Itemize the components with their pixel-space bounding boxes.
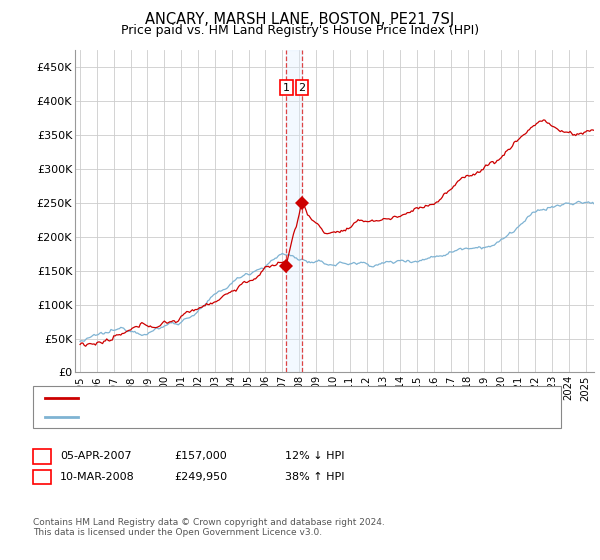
Text: ANCARY, MARSH LANE, BOSTON, PE21 7SJ: ANCARY, MARSH LANE, BOSTON, PE21 7SJ — [145, 12, 455, 27]
Text: 05-APR-2007: 05-APR-2007 — [60, 451, 131, 461]
Text: ANCARY, MARSH LANE, BOSTON, PE21 7SJ (detached house): ANCARY, MARSH LANE, BOSTON, PE21 7SJ (de… — [87, 393, 418, 403]
Text: 10-MAR-2008: 10-MAR-2008 — [60, 472, 135, 482]
Text: HPI: Average price, detached house, Boston: HPI: Average price, detached house, Bost… — [87, 412, 327, 422]
Text: Price paid vs. HM Land Registry's House Price Index (HPI): Price paid vs. HM Land Registry's House … — [121, 24, 479, 36]
Text: 38% ↑ HPI: 38% ↑ HPI — [285, 472, 344, 482]
Text: 1: 1 — [283, 83, 290, 93]
Text: £157,000: £157,000 — [174, 451, 227, 461]
Text: Contains HM Land Registry data © Crown copyright and database right 2024.
This d: Contains HM Land Registry data © Crown c… — [33, 518, 385, 538]
Text: £249,950: £249,950 — [174, 472, 227, 482]
Bar — [286, 50, 302, 372]
Text: 2: 2 — [298, 83, 305, 93]
Text: 1: 1 — [38, 451, 46, 461]
Text: 2: 2 — [38, 472, 46, 482]
Text: 12% ↓ HPI: 12% ↓ HPI — [285, 451, 344, 461]
